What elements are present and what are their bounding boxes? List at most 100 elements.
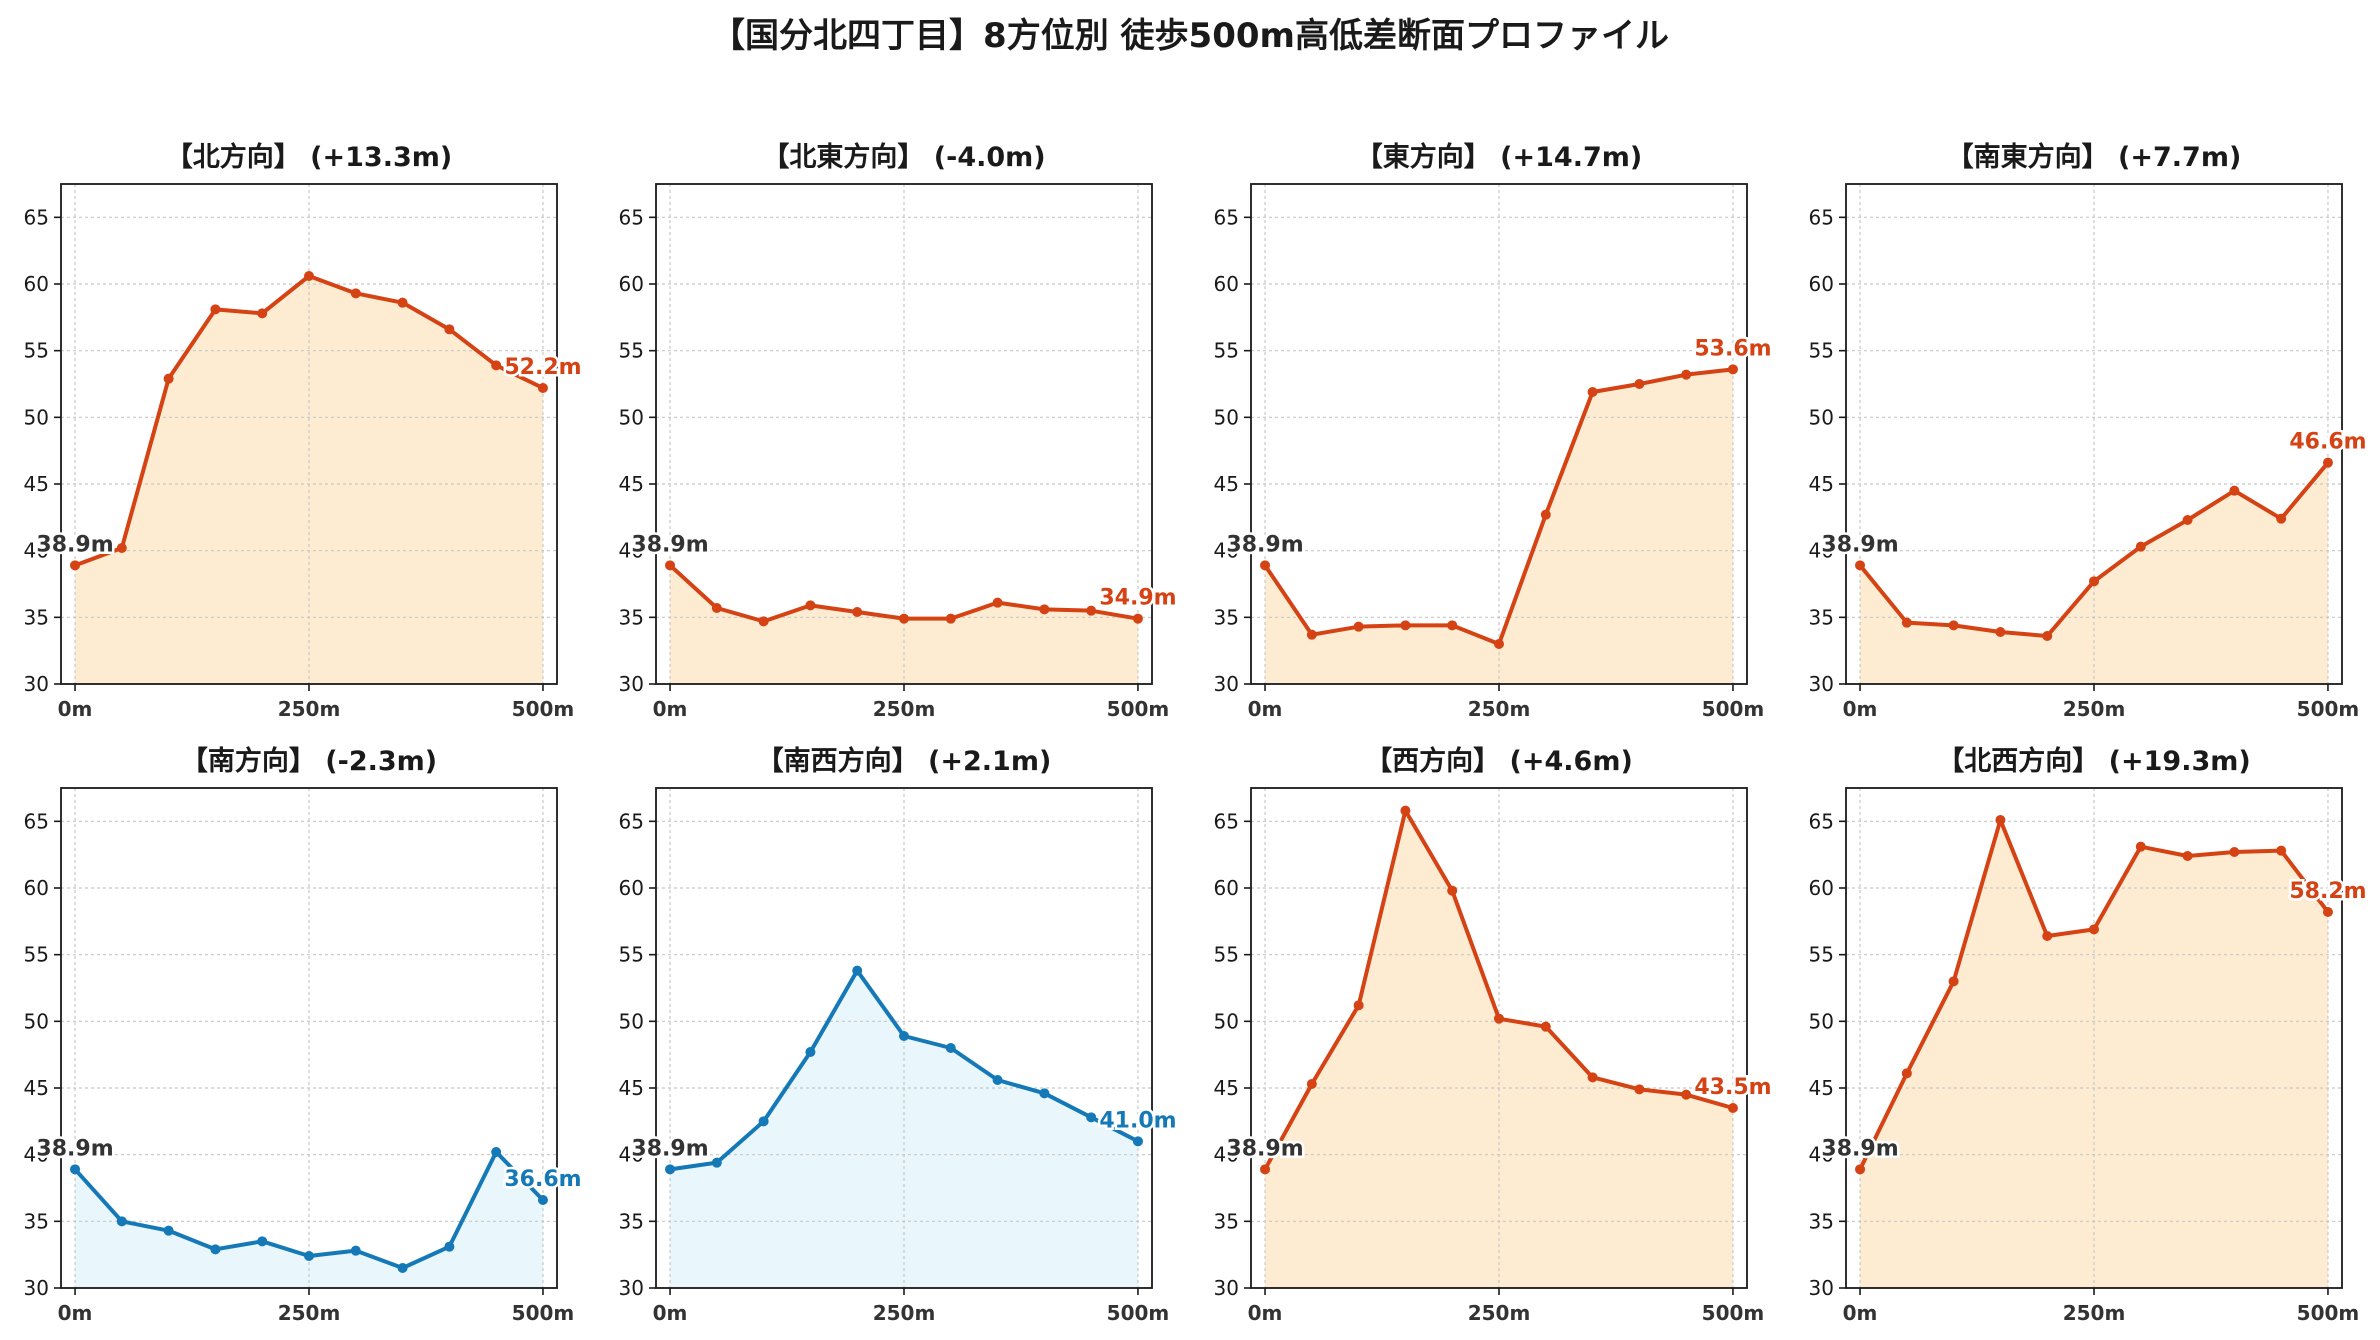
data-point bbox=[210, 304, 221, 315]
data-point bbox=[945, 613, 956, 624]
data-point bbox=[2135, 841, 2146, 852]
subplot-1: 30 35 40 45 50 55 60 65 0m 250m 500m 【北東方向】 (-4.0m)… bbox=[619, 141, 1180, 721]
subplot-title: 【北方向】 (+13.3m) bbox=[166, 141, 452, 173]
data-point bbox=[711, 603, 722, 613]
start-elevation-label: 38.9m bbox=[631, 532, 708, 557]
data-point bbox=[1727, 364, 1738, 375]
y-tick-label: 35 bbox=[619, 605, 644, 629]
x-tick-label: 250m bbox=[1468, 1301, 1531, 1325]
y-tick-label: 35 bbox=[1214, 1209, 1239, 1233]
y-tick-label: 65 bbox=[1214, 205, 1239, 229]
y-tick-label: 55 bbox=[619, 943, 644, 967]
y-tick-label: 35 bbox=[1809, 605, 1834, 629]
data-point bbox=[397, 1263, 408, 1273]
subplot-title: 【南方向】 (-2.3m) bbox=[181, 745, 437, 777]
start-elevation-label: 38.9m bbox=[36, 1136, 113, 1161]
data-point bbox=[70, 1164, 81, 1175]
data-point bbox=[758, 1116, 769, 1127]
y-tick-label: 40 bbox=[24, 1143, 49, 1167]
y-tick-label: 60 bbox=[619, 272, 644, 296]
y-tick-label: 40 bbox=[24, 539, 49, 563]
subplot-3: 30 35 40 45 50 55 60 65 0m 250m 500m 【南東方向】 (+7.7m)… bbox=[1809, 141, 2370, 721]
y-tick-label: 35 bbox=[619, 1209, 644, 1233]
y-tick-label: 60 bbox=[1214, 876, 1239, 900]
y-tick-label: 55 bbox=[24, 943, 49, 967]
data-point bbox=[491, 1147, 502, 1157]
data-point bbox=[2042, 931, 2053, 941]
data-point bbox=[1132, 613, 1143, 624]
data-point bbox=[1948, 976, 1959, 987]
data-point bbox=[2276, 513, 2287, 524]
y-tick-label: 60 bbox=[24, 272, 49, 296]
subplot-title: 【南東方向】 (+7.7m) bbox=[1947, 141, 2242, 173]
y-tick-label: 35 bbox=[24, 605, 49, 629]
y-tick-label: 45 bbox=[24, 472, 49, 496]
data-point bbox=[2276, 845, 2287, 856]
x-tick-label: 250m bbox=[1468, 697, 1531, 721]
data-point bbox=[1901, 1068, 1912, 1079]
y-tick-label: 40 bbox=[1214, 1143, 1239, 1167]
data-point bbox=[163, 373, 174, 384]
data-point bbox=[304, 1251, 314, 1261]
y-tick-label: 55 bbox=[24, 339, 49, 363]
subplot-4: 30 35 40 45 50 55 60 65 0m 250m 500m 【南方向】 (-2.3m) 3… bbox=[24, 745, 585, 1325]
x-tick-label: 0m bbox=[1843, 1301, 1878, 1325]
y-tick-label: 55 bbox=[1809, 943, 1834, 967]
data-point bbox=[899, 1031, 909, 1041]
data-point bbox=[852, 965, 863, 976]
subplot-title: 【東方向】 (+14.7m) bbox=[1356, 141, 1642, 173]
subplot-2: 30 35 40 45 50 55 60 65 0m 250m 500m 【東方向】 (+14.7m)… bbox=[1214, 141, 1775, 721]
x-tick-label: 0m bbox=[1248, 1301, 1283, 1325]
y-tick-label: 50 bbox=[1809, 1009, 1834, 1033]
data-point bbox=[1855, 1164, 1866, 1175]
y-tick-label: 30 bbox=[619, 1276, 644, 1300]
data-point bbox=[1948, 620, 1959, 631]
data-point bbox=[1132, 1136, 1143, 1147]
y-tick-label: 65 bbox=[1809, 205, 1834, 229]
y-tick-label: 30 bbox=[24, 672, 49, 696]
y-tick-label: 60 bbox=[1214, 272, 1239, 296]
subplot-5: 30 35 40 45 50 55 60 65 0m 250m 500m 【南西方向】 (+2.1m)… bbox=[619, 745, 1180, 1325]
start-elevation-label: 38.9m bbox=[1226, 1136, 1303, 1161]
data-point bbox=[537, 1195, 548, 1205]
data-point bbox=[899, 613, 909, 624]
y-tick-label: 55 bbox=[1214, 943, 1239, 967]
data-point bbox=[1587, 387, 1598, 397]
x-tick-label: 500m bbox=[1702, 697, 1765, 721]
y-tick-label: 65 bbox=[1214, 809, 1239, 833]
end-elevation-label: 53.6m bbox=[1694, 336, 1771, 361]
data-point bbox=[711, 1157, 722, 1168]
start-elevation-label: 38.9m bbox=[1226, 532, 1303, 557]
data-point bbox=[1353, 1000, 1364, 1011]
data-point bbox=[1494, 1013, 1504, 1024]
data-point bbox=[1995, 815, 2006, 825]
data-point bbox=[1039, 1088, 1050, 1099]
x-tick-label: 500m bbox=[1107, 697, 1170, 721]
data-point bbox=[444, 324, 455, 335]
data-point bbox=[116, 1216, 127, 1227]
y-tick-label: 30 bbox=[24, 1276, 49, 1300]
x-tick-label: 500m bbox=[2297, 697, 2360, 721]
data-point bbox=[2089, 924, 2099, 935]
end-elevation-label: 34.9m bbox=[1099, 586, 1176, 611]
y-tick-label: 50 bbox=[619, 405, 644, 429]
x-tick-label: 250m bbox=[873, 697, 936, 721]
data-point bbox=[1306, 629, 1317, 640]
y-tick-label: 30 bbox=[1809, 672, 1834, 696]
data-point bbox=[1447, 620, 1458, 631]
x-tick-label: 500m bbox=[1702, 1301, 1765, 1325]
data-point bbox=[304, 271, 314, 281]
y-tick-label: 40 bbox=[1809, 1143, 1834, 1167]
y-tick-label: 65 bbox=[24, 809, 49, 833]
y-tick-label: 50 bbox=[619, 1009, 644, 1033]
y-tick-label: 45 bbox=[1214, 1076, 1239, 1100]
y-tick-label: 65 bbox=[1809, 809, 1834, 833]
data-point bbox=[1260, 1164, 1271, 1175]
subplot-title: 【北東方向】 (-4.0m) bbox=[762, 141, 1045, 173]
x-tick-label: 250m bbox=[2063, 1301, 2126, 1325]
data-point bbox=[1400, 620, 1411, 631]
area-fill bbox=[1265, 810, 1733, 1288]
x-tick-label: 500m bbox=[512, 1301, 575, 1325]
y-tick-label: 35 bbox=[1809, 1209, 1834, 1233]
